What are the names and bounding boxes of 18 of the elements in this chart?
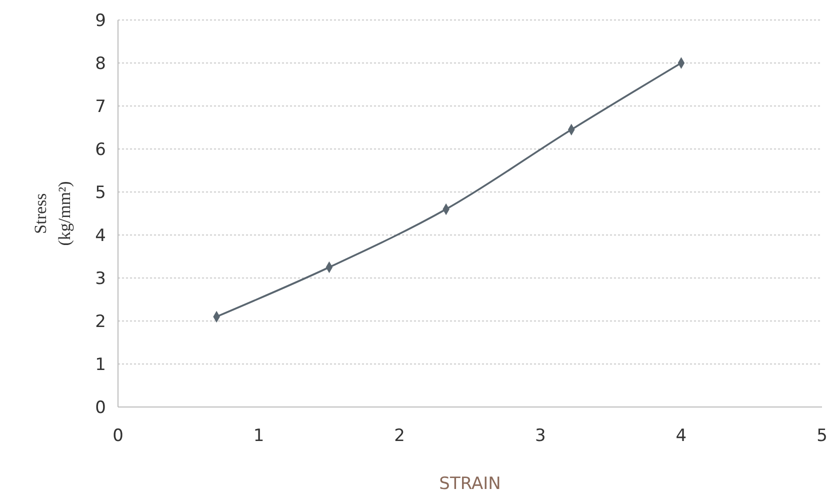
y-tick-label: 2: [95, 312, 106, 332]
y-tick-label: 3: [95, 268, 106, 289]
x-tick-label: 3: [534, 426, 546, 446]
y-tick-label: 4: [95, 226, 106, 246]
x-tick-label: 2: [394, 426, 406, 446]
x-tick-label: 0: [112, 426, 124, 446]
x-tick-label: 4: [676, 426, 687, 446]
x-tick-label: 1: [253, 426, 264, 446]
y-tick-label: 1: [95, 354, 106, 375]
y-tick-label: 8: [95, 54, 106, 74]
y-tick-label: 5: [95, 182, 106, 203]
x-tick-label: 5: [816, 426, 828, 446]
y-tick-label: 7: [95, 96, 106, 117]
y-axis-title: Stress (kg/mm²): [31, 181, 74, 246]
y-tick-label: 6: [95, 140, 106, 160]
x-axis-title: STRAIN: [439, 474, 501, 494]
y-tick-label: 9: [95, 10, 106, 31]
y-tick-label: 0: [95, 398, 106, 418]
